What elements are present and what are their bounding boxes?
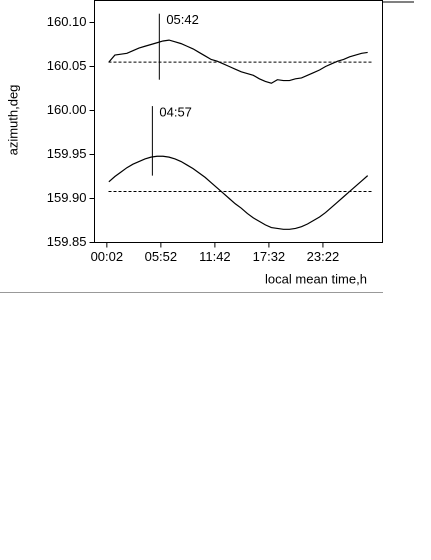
y-tick-label: 159.95: [47, 146, 87, 161]
x-tick-label: 23:22: [307, 249, 340, 264]
y-tick-label: 160.10: [47, 14, 87, 29]
y-tick-label: 160.05: [47, 58, 87, 73]
data-line: [108, 39, 368, 84]
x-tick-label: 17:32: [253, 249, 286, 264]
y-axis-label: azimuth,deg: [5, 85, 20, 156]
x-tick-label: 11:42: [199, 249, 231, 264]
x-axis-label: local mean time,h: [265, 271, 367, 286]
x-tick-label: 00:02: [91, 249, 124, 264]
time-marker-label: 05:42: [166, 12, 199, 27]
y-tick-label: 160.00: [47, 102, 87, 117]
y-tick-label: 159.85: [47, 234, 87, 249]
plot-frame: [94, 0, 383, 243]
x-tick-label: 05:52: [145, 249, 178, 264]
time-marker-label: 04:57: [159, 105, 192, 120]
data-line: [108, 155, 369, 230]
y-tick-label: 159.90: [47, 190, 87, 205]
